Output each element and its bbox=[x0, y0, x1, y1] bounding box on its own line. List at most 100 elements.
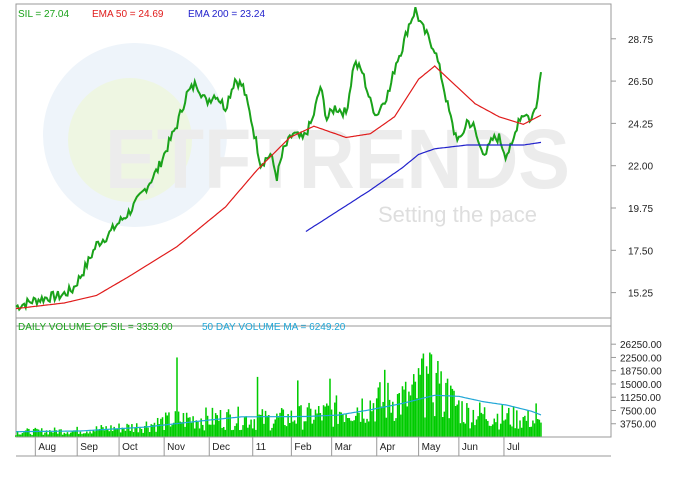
legend-ema200: EMA 200 = 23.24 bbox=[188, 9, 265, 20]
volume-bar bbox=[358, 412, 360, 437]
volume-bar bbox=[94, 431, 96, 437]
volume-bar bbox=[263, 423, 265, 437]
volume-bar bbox=[126, 423, 128, 437]
volume-bar bbox=[219, 409, 222, 437]
month-label: Sep bbox=[80, 442, 98, 453]
month-label: Dec bbox=[212, 442, 230, 453]
volume-bar bbox=[137, 432, 140, 437]
volume-bar bbox=[135, 423, 138, 437]
volume-bar bbox=[55, 430, 57, 437]
volume-bar bbox=[417, 368, 420, 437]
watermark-brand: ETFTRENDS bbox=[105, 112, 570, 206]
volume-bar bbox=[76, 426, 78, 437]
volume-bar bbox=[466, 403, 468, 437]
volume-bar bbox=[382, 401, 384, 437]
volume-bar bbox=[108, 431, 111, 437]
volume-bar bbox=[520, 427, 523, 437]
volume-bar bbox=[308, 402, 310, 437]
volume-bar bbox=[350, 420, 352, 437]
volume-bar bbox=[60, 429, 62, 437]
volume-bar bbox=[380, 406, 383, 437]
volume-bar bbox=[221, 427, 223, 437]
volume-bar bbox=[119, 432, 122, 437]
volume-y-tick-label: 7500.00 bbox=[620, 406, 657, 417]
volume-bar bbox=[448, 418, 450, 437]
volume-y-tick-label: 18750.00 bbox=[620, 367, 662, 378]
volume-bar bbox=[243, 417, 246, 437]
month-label: Jul bbox=[507, 442, 520, 453]
volume-bar bbox=[78, 433, 80, 437]
volume-y-tick-label: 26250.00 bbox=[620, 340, 662, 351]
volume-bar bbox=[39, 430, 41, 437]
volume-bar bbox=[408, 391, 410, 437]
volume-bar bbox=[538, 419, 541, 437]
volume-bar bbox=[470, 422, 473, 437]
volume-bar bbox=[475, 419, 478, 437]
volume-bar bbox=[206, 415, 209, 437]
volume-bar bbox=[329, 378, 331, 437]
volume-bar bbox=[92, 430, 95, 437]
volume-bar bbox=[303, 421, 305, 437]
volume-bar bbox=[496, 413, 499, 437]
volume-bar bbox=[409, 395, 412, 437]
watermark-tagline: Setting the pace bbox=[378, 202, 537, 227]
volume-bar bbox=[469, 428, 471, 437]
volume-bar bbox=[330, 409, 333, 437]
volume-bar bbox=[422, 353, 425, 437]
volume-bar bbox=[458, 400, 460, 437]
volume-bar bbox=[393, 420, 396, 437]
volume-bar bbox=[359, 421, 362, 437]
volume-y-ticks: 26250.00 22500.00 18750.00 15000.00 11250.00… bbox=[620, 340, 662, 431]
volume-bar bbox=[313, 419, 315, 437]
volume-bar bbox=[142, 432, 144, 437]
volume-bar bbox=[52, 432, 54, 437]
volume-bar bbox=[379, 382, 381, 437]
volume-bar bbox=[340, 412, 343, 437]
volume-bar bbox=[208, 424, 210, 437]
volume-bar bbox=[127, 424, 130, 437]
volume-bar bbox=[385, 417, 388, 437]
price-panel-frame bbox=[15, 3, 612, 327]
volume-bar bbox=[400, 414, 402, 437]
volume-bar bbox=[334, 402, 336, 437]
volume-bar bbox=[443, 411, 446, 437]
volume-bar bbox=[42, 434, 45, 437]
volume-bar bbox=[28, 428, 30, 437]
volume-bar bbox=[185, 412, 188, 437]
volume-bar bbox=[516, 410, 518, 437]
volume-bar bbox=[66, 432, 69, 437]
volume-bar bbox=[406, 406, 409, 437]
volume-bar bbox=[160, 418, 162, 437]
volume-bar bbox=[123, 428, 125, 437]
volume-bar bbox=[247, 427, 249, 437]
volume-bar bbox=[190, 422, 193, 437]
volume-bar bbox=[239, 430, 241, 437]
volume-bar bbox=[319, 413, 322, 437]
price-legend: SIL = 27.04 EMA 50 = 24.69 EMA 200 = 23.… bbox=[18, 9, 265, 20]
volume-bar bbox=[277, 417, 280, 437]
month-label: 11 bbox=[256, 442, 267, 453]
volume-bar bbox=[171, 424, 173, 437]
volume-bar bbox=[459, 423, 462, 437]
volume-bar bbox=[258, 414, 260, 437]
volume-bar bbox=[451, 388, 454, 437]
volume-bar bbox=[205, 407, 207, 437]
volume-bar bbox=[284, 424, 286, 437]
volume-bar bbox=[61, 434, 64, 437]
volume-bar bbox=[202, 424, 204, 437]
volume-bar bbox=[21, 433, 24, 437]
volume-bar bbox=[488, 425, 491, 437]
volume-bar bbox=[37, 429, 40, 437]
volume-bar bbox=[79, 431, 82, 437]
volume-bar bbox=[115, 428, 117, 437]
volume-bar bbox=[472, 409, 475, 437]
volume-bar bbox=[324, 406, 326, 437]
volume-bar bbox=[363, 418, 365, 437]
volume-bar bbox=[98, 428, 101, 437]
volume-bar bbox=[503, 420, 505, 437]
volume-bar bbox=[445, 382, 447, 437]
volume-bar bbox=[198, 428, 201, 437]
volume-bar bbox=[232, 429, 235, 437]
volume-bar bbox=[317, 406, 320, 437]
volume-bar bbox=[214, 413, 217, 437]
